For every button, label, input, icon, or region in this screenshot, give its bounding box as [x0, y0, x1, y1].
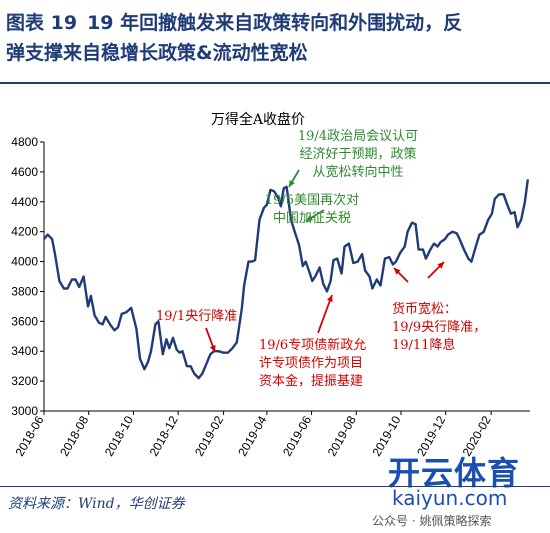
source-note: 资料来源：Wind，华创证券	[8, 496, 185, 512]
annotation-text: 19/11降息	[392, 337, 455, 353]
annotation-text: 19/4政治局会议认可	[298, 129, 418, 144]
figure-title-line2: 弹支撑来自稳增长政策&流动性宽松	[6, 42, 308, 64]
annotation-text: 19/5美国再次对	[265, 192, 359, 208]
annotation-text: 许专项债作为项目	[259, 356, 363, 371]
x-tick-label: 2019-08	[325, 413, 359, 458]
x-tick-label: 2018-10	[102, 413, 136, 458]
y-tick-label: 4600	[11, 165, 38, 179]
annotation-arrowhead	[437, 262, 444, 269]
watermark-url: kaiyun.com	[392, 486, 508, 510]
annotation-arrowhead	[306, 215, 313, 221]
series	[43, 179, 529, 380]
annotation-text: 经济好于预期，政策	[299, 146, 416, 162]
annotation-text: 资本金，提振基建	[259, 373, 363, 389]
annotation-arrowhead	[327, 295, 333, 302]
y-tick-label: 3400	[11, 344, 38, 358]
watermark-text: 开云体育	[388, 454, 521, 492]
annotation-text: 19/9央行降准，	[392, 320, 486, 335]
annotation-arrowhead	[289, 180, 295, 187]
bottom-rule	[0, 486, 550, 487]
x-tick-label: 2019-06	[280, 413, 314, 458]
annotation-text: 从宽松转向中性	[312, 164, 403, 180]
chart-title: 万得全A收盘价	[211, 111, 305, 128]
y-tick-label: 4800	[11, 135, 38, 149]
y-tick-label: 3800	[11, 284, 38, 298]
y-tick-label: 3200	[11, 374, 38, 388]
series-line	[43, 179, 529, 380]
annotation-text: 货币宽松：	[392, 301, 457, 317]
x-tick-label: 2018-06	[12, 413, 46, 458]
x-tick-label: 2019-02	[192, 413, 226, 458]
y-tick-label: 3600	[11, 314, 38, 328]
y-tick-label: 3000	[11, 404, 38, 418]
y-tick-label: 4000	[11, 255, 38, 269]
wechat-tag: 公众号 · 姚佩策略探索	[372, 514, 492, 528]
figure-label: 图表 19	[6, 12, 78, 34]
top-rule	[0, 82, 550, 84]
annotation-arrow	[317, 294, 333, 334]
figure-title-line1: 19 年回撤触发来自政策转向和外围扰动，反	[87, 12, 463, 34]
annotation-arrowhead	[394, 268, 401, 275]
x-tick-label: 2018-12	[147, 413, 181, 458]
y-tick-label: 4400	[11, 195, 38, 209]
annotation-text: 19/1央行降准	[156, 309, 237, 324]
axes: 3000 3200 3400 3600 3800 4000 4200 4400 4600 4800…	[11, 135, 530, 459]
y-tick-label: 4200	[11, 225, 38, 239]
annotation-arrowhead	[209, 345, 216, 352]
x-tick-label: 2019-04	[235, 413, 269, 458]
annotation-text: 19/6专项债新政允	[259, 337, 366, 353]
x-tick-label: 2018-08	[57, 413, 91, 458]
figure-title: 图表 19 19 年回撤触发来自政策转向和外围扰动，反 弹支撑来自稳增长政策&流动…	[6, 8, 546, 68]
annotation-text: 中国加征关税	[273, 211, 351, 226]
